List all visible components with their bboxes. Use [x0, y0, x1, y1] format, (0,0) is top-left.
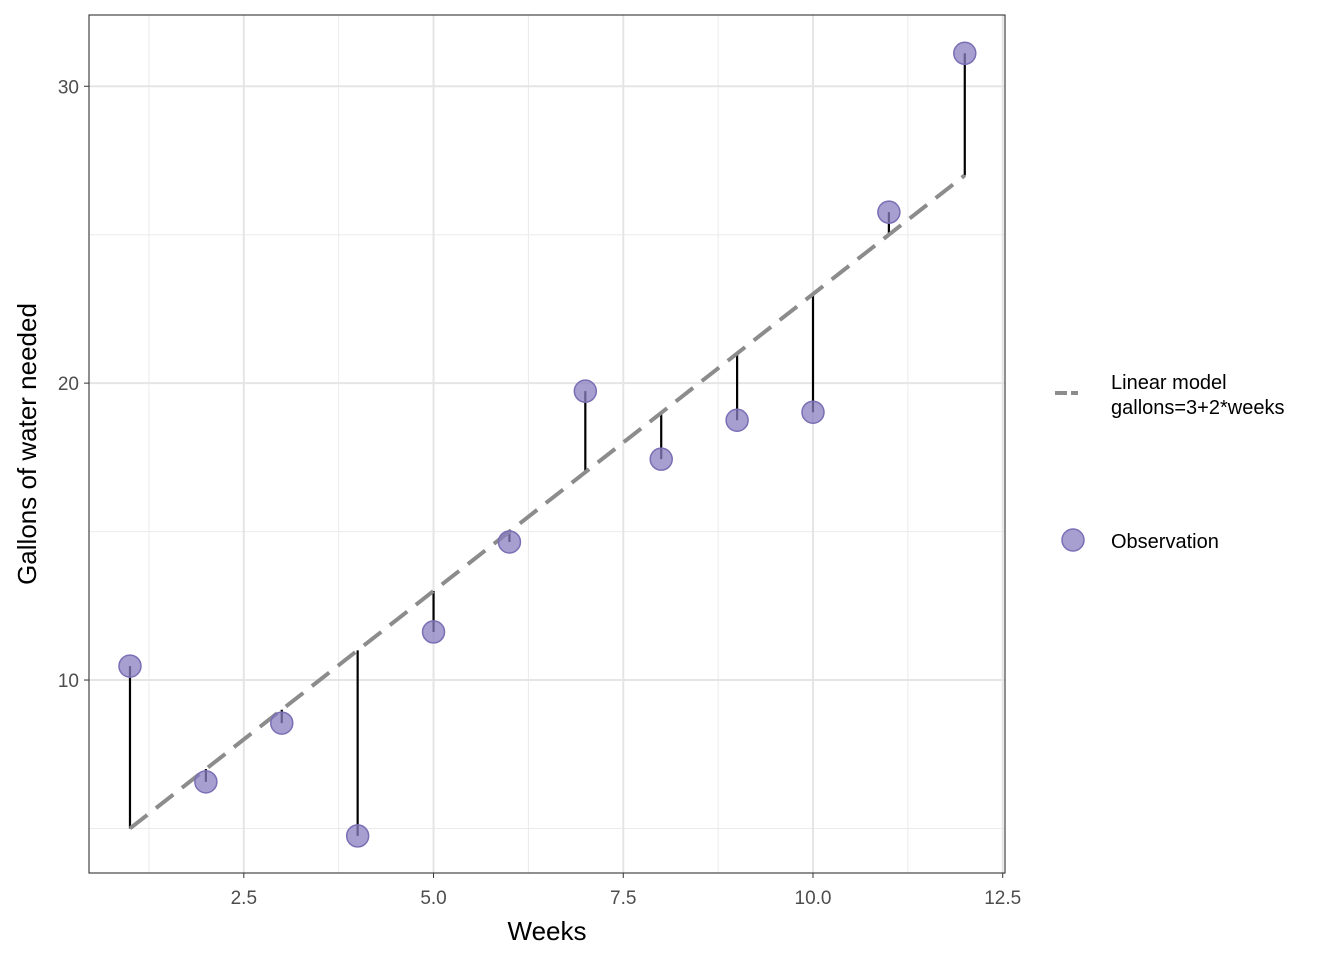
legend-label-observation: Observation	[1111, 531, 1219, 553]
observation-point	[573, 379, 598, 403]
linear-model-line	[128, 173, 967, 831]
observation-point	[801, 400, 825, 424]
x-tick-label: 5.0	[420, 888, 446, 909]
x-tick-label: 10.0	[795, 888, 832, 909]
observation-point	[497, 530, 522, 554]
y-tick-label: 30	[58, 77, 79, 98]
observation-point	[345, 824, 370, 848]
x-axis: 2.5 5.0 7.5 10.0 12.5	[231, 873, 1021, 909]
observation-point	[194, 770, 218, 794]
observation-point	[421, 620, 446, 644]
y-tick-label: 20	[58, 374, 79, 395]
model-line	[128, 173, 967, 831]
observation-point	[725, 408, 749, 432]
legend-label-linear-model: Linear model	[1111, 372, 1227, 394]
y-tick-label: 10	[58, 671, 79, 692]
legend-label-linear-model-formula: gallons=3+2*weeks	[1111, 397, 1284, 419]
observation-point	[649, 447, 673, 471]
observation-points	[118, 41, 977, 848]
observation-point	[118, 654, 142, 678]
x-tick-label: 12.5	[984, 888, 1021, 909]
observation-point	[953, 41, 977, 66]
y-axis: 10 20 30	[58, 77, 89, 692]
grid	[89, 15, 1005, 873]
observation-point	[877, 200, 901, 224]
x-axis-label: Weeks	[508, 916, 587, 946]
x-tick-label: 2.5	[231, 888, 257, 909]
x-tick-label: 7.5	[610, 888, 636, 909]
residual-lines	[128, 53, 966, 836]
y-axis-label: Gallons of water needed	[12, 303, 42, 585]
plot-panel-border	[88, 14, 1006, 874]
legend-point-key	[1061, 528, 1085, 552]
observation-point	[270, 711, 294, 735]
legend: Linear model gallons=3+2*weeks Observati…	[1055, 372, 1284, 553]
